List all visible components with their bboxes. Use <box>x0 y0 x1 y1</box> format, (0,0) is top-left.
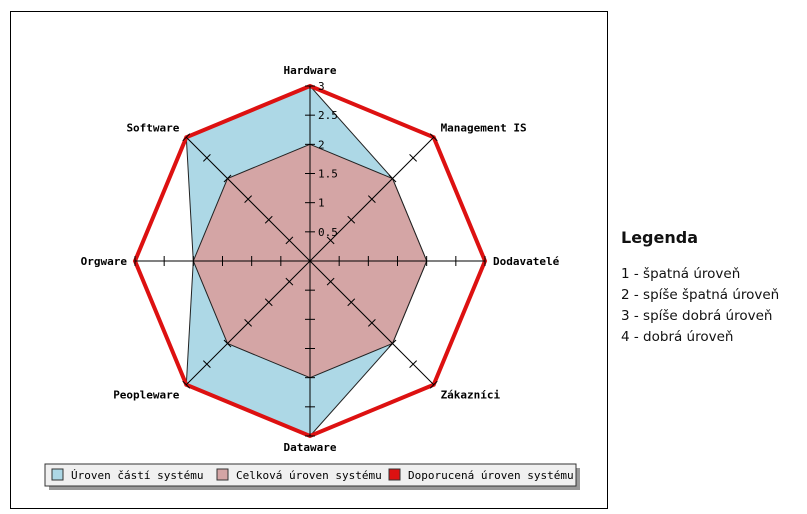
axis-tick <box>285 277 294 286</box>
legend-swatch <box>216 468 229 481</box>
category-label: Orgware <box>81 255 128 268</box>
axis-tick <box>347 215 356 224</box>
axis-tick <box>326 277 335 286</box>
axis-tick <box>409 360 418 369</box>
legend-item: 1 - špatná úroveň <box>621 266 741 282</box>
category-label: Zákazníci <box>441 389 501 402</box>
axis-tick <box>264 298 273 307</box>
legend-item: 4 - dobrá úroveň <box>621 329 734 345</box>
radial-tick-label: 2.5 <box>318 109 338 122</box>
category-label: Peopleware <box>113 389 180 402</box>
axis-tick <box>367 318 376 327</box>
axis-tick <box>367 195 376 204</box>
axis-tick <box>429 380 438 389</box>
axis-tick <box>223 174 232 183</box>
axis-tick <box>202 153 211 162</box>
category-label: Hardware <box>284 64 337 77</box>
axis-tick <box>202 360 211 369</box>
radial-tick-label: 0.5 <box>318 226 338 239</box>
axis-tick <box>285 236 294 245</box>
axis-tick <box>326 236 335 245</box>
axis-tick <box>223 339 232 348</box>
legend-item: 3 - spíše dobrá úroveň <box>621 308 773 324</box>
legend-heading: Legenda <box>621 228 698 247</box>
axis-tick <box>244 318 253 327</box>
axis-tick <box>347 298 356 307</box>
radial-tick-label: 3 <box>318 80 325 93</box>
legend-entry-label: Úroven částí systému <box>71 469 203 482</box>
axis-tick <box>264 215 273 224</box>
radial-tick-label: 2 <box>318 138 325 151</box>
category-label: Dataware <box>284 441 337 454</box>
category-label: Software <box>126 121 179 134</box>
axis-tick <box>182 133 191 142</box>
axis-tick <box>182 380 191 389</box>
legend-entry-label: Doporucená úroven systému <box>408 469 574 482</box>
chart-legend <box>44 463 577 487</box>
axis-tick <box>429 133 438 142</box>
legend-swatch <box>51 468 64 481</box>
radial-tick-label: 1 <box>318 197 325 210</box>
category-label: Dodavatelé <box>493 255 560 268</box>
radial-tick-label: 1.5 <box>318 168 338 181</box>
legend-swatch <box>388 468 401 481</box>
axis-tick <box>244 195 253 204</box>
legend-panel: Legenda 1 - špatná úroveň 2 - spíše špat… <box>621 228 801 348</box>
axis-tick <box>388 174 397 183</box>
legend-item: 2 - spíše špatná úroveň <box>621 287 780 303</box>
legend-entry-label: Celková úroven systému <box>236 469 382 482</box>
category-label: Management IS <box>441 121 527 134</box>
axis-tick <box>409 153 418 162</box>
axis-tick <box>388 339 397 348</box>
